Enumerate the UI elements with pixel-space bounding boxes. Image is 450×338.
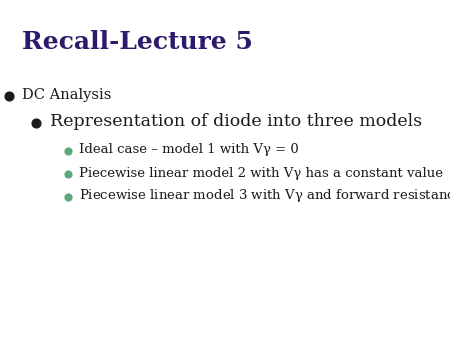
- Text: Recall-Lecture 5: Recall-Lecture 5: [22, 30, 253, 54]
- Text: Representation of diode into three models: Representation of diode into three model…: [50, 114, 422, 130]
- Text: Piecewise linear model 2 with Vγ has a constant value: Piecewise linear model 2 with Vγ has a c…: [79, 167, 443, 179]
- Text: Piecewise linear model 3 with Vγ and forward resistance, r$_f$: Piecewise linear model 3 with Vγ and for…: [79, 188, 450, 204]
- Text: DC Analysis: DC Analysis: [22, 88, 112, 102]
- Text: Ideal case – model 1 with Vγ = 0: Ideal case – model 1 with Vγ = 0: [79, 144, 298, 156]
